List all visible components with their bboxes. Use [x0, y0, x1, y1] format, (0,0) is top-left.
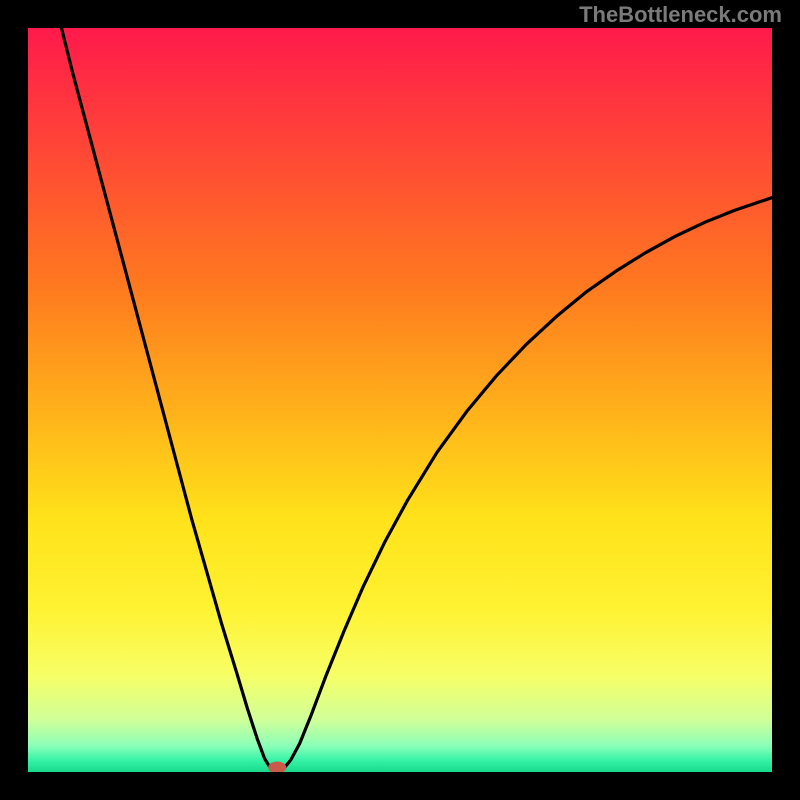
plot-area [28, 28, 772, 772]
watermark-text: TheBottleneck.com [579, 2, 782, 28]
gradient-background [28, 28, 772, 772]
chart-svg [28, 28, 772, 772]
chart-frame: TheBottleneck.com [0, 0, 800, 800]
